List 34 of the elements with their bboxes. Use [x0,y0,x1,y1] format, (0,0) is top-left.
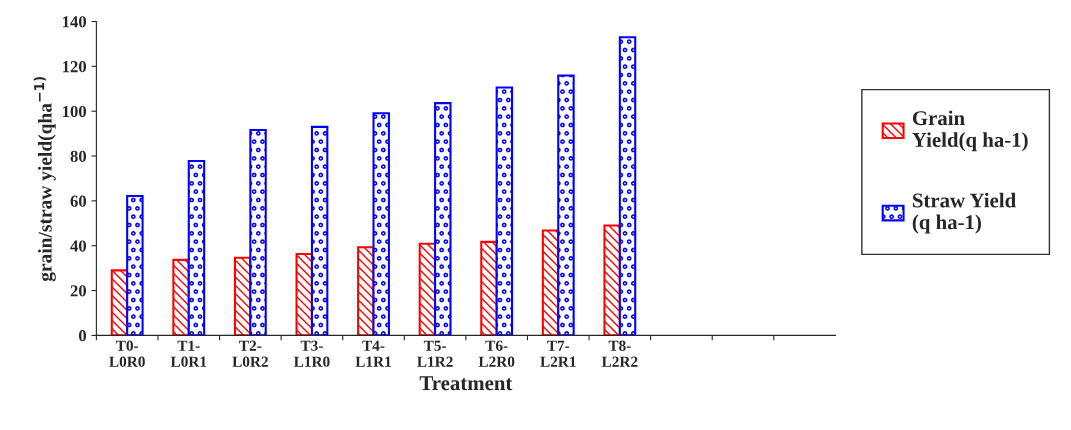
bar [187,159,206,336]
bar [495,86,514,336]
x-tick-label: T3- L1R0 [293,340,330,367]
y-tick-label: 20 [70,285,87,297]
legend-label: Grain Yield(q ha-1) [912,110,1028,152]
bar [172,258,190,336]
bar [557,74,575,336]
bar [249,128,267,336]
y-tick-label: 60 [70,195,87,207]
bar [480,240,498,336]
x-tick-label: T8- L2R2 [601,340,638,367]
y-tick-label: 80 [70,150,87,162]
bar [295,252,313,336]
legend-label: Straw Yield (q ha-1) [912,192,1016,234]
x-tick-label: T0- L0R0 [109,340,145,367]
y-axis-title: grain/straw yield(qha$^{−1)}$ [33,76,56,282]
x-tick-label: T4- L1R1 [355,340,391,367]
y-tick-label: 40 [70,240,87,252]
y-tick-label: 120 [63,61,87,73]
x-axis-title: Treatment [419,376,513,391]
x-tick-label: T5- L1R2 [417,340,453,367]
x-tick-label: T1- L0R1 [170,340,207,367]
bar [372,112,390,336]
bar [618,36,637,336]
y-tick-label: 100 [63,105,87,118]
y-tick-label: 0 [78,330,87,342]
bar [310,125,329,336]
bar [603,224,621,336]
bar [126,194,144,336]
x-tick-label: T2- L0R2 [232,340,268,367]
x-tick-label: T7- L2R1 [540,340,576,367]
y-tick-label: 140 [63,16,87,28]
x-tick-label: T6- L2R0 [478,340,515,367]
bar [434,102,452,336]
